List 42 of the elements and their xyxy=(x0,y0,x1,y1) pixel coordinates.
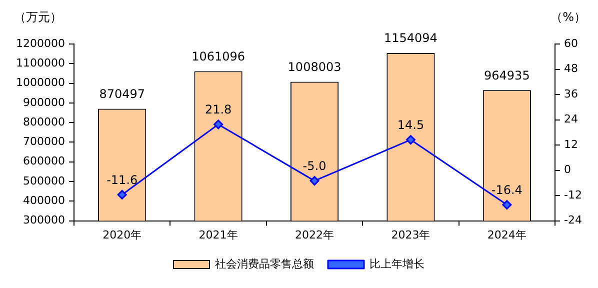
x-tick-label: 2022年 xyxy=(295,228,334,242)
x-tick-label: 2021年 xyxy=(198,228,238,242)
y-tick-label: 600000 xyxy=(22,154,65,168)
y-tick-label: 900000 xyxy=(22,96,65,109)
y-tick-label: 500000 xyxy=(22,174,65,188)
x-tick-label: 2024年 xyxy=(487,228,526,242)
x-tick-label: 2023年 xyxy=(391,228,430,242)
data-label: 21.8 xyxy=(204,102,232,117)
y2-tick-label: 36 xyxy=(564,87,578,100)
point xyxy=(117,190,127,200)
y2-axis-title: （%） xyxy=(550,10,586,24)
data-label: -11.6 xyxy=(106,172,138,187)
data-label: -5.0 xyxy=(302,158,326,173)
legend-label: 比上年增长 xyxy=(370,257,424,270)
y2-tick-label: 24 xyxy=(564,112,578,126)
y-axis-title: （万元） xyxy=(14,10,62,24)
data-label: 964935 xyxy=(484,68,530,82)
y-tick-label: 1000000 xyxy=(16,76,65,90)
y-tick-label: 1200000 xyxy=(16,36,65,50)
y2-tick-label: -12 xyxy=(564,188,582,202)
y2-tick-label: 12 xyxy=(564,138,578,151)
y-tick-label: 400000 xyxy=(22,194,65,208)
x-tick-label: 2020年 xyxy=(102,228,142,242)
y-tick-label: 800000 xyxy=(22,115,65,128)
point xyxy=(406,135,416,145)
point xyxy=(214,120,224,130)
y2-tick-label: 48 xyxy=(564,62,578,76)
data-label: -16.4 xyxy=(491,182,522,197)
data-label: 870497 xyxy=(99,86,145,101)
legend-label: 社会消费品零售总额 xyxy=(215,257,314,270)
y-tick-label: 700000 xyxy=(22,135,65,148)
y2-tick-label: 0 xyxy=(564,163,572,176)
point xyxy=(502,200,512,210)
data-label: 14.5 xyxy=(397,118,424,132)
point xyxy=(310,176,320,186)
y-tick-label: 1100000 xyxy=(16,56,65,70)
data-label: 1154094 xyxy=(384,31,438,46)
data-label: 1061096 xyxy=(192,49,246,64)
y-tick-label: 300000 xyxy=(22,214,65,227)
y2-tick-label: -24 xyxy=(564,214,582,227)
data-label: 1008003 xyxy=(288,60,342,74)
y2-tick-label: 60 xyxy=(564,36,578,50)
